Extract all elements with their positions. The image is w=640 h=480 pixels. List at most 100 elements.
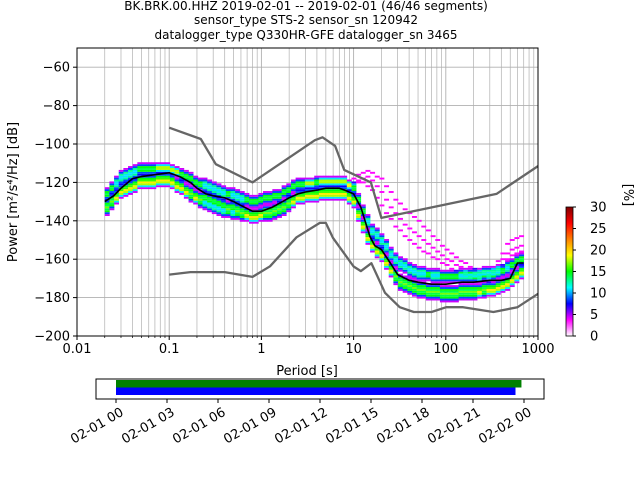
heatmap-cell [263, 194, 268, 197]
heatmap-cell [435, 287, 441, 289]
heatmap-cell [467, 269, 473, 272]
heatmap-cell [155, 183, 161, 186]
heatmap-cell [193, 191, 199, 193]
heatmap-cell [337, 196, 343, 199]
heatmap-cell [411, 269, 417, 272]
heatmap-cell [509, 285, 515, 288]
heatmap-cell [123, 192, 129, 195]
heatmap-cell [439, 254, 445, 257]
heatmap-cell [416, 296, 422, 299]
heatmap-cell [221, 191, 227, 193]
heatmap-cell [118, 181, 124, 184]
heatmap-cell [486, 269, 492, 272]
heatmap-cell [118, 177, 124, 180]
heatmap-cell [151, 185, 157, 188]
heatmap-cell [235, 214, 241, 216]
heatmap-cell [332, 198, 338, 201]
heatmap-cell [416, 219, 422, 222]
heatmap-cell [253, 219, 259, 222]
heatmap-cell [160, 177, 166, 180]
heatmap-cell [514, 254, 520, 257]
heatmap-cell [500, 281, 506, 284]
heatmap-cell [416, 235, 422, 238]
heatmap-cell [495, 292, 501, 295]
heatmap-cell [104, 192, 110, 195]
heatmap-cell [197, 202, 203, 205]
heatmap-cell [411, 242, 417, 245]
heatmap-cell [360, 208, 366, 211]
heatmap-cell [384, 267, 390, 270]
heatmap-cell [137, 168, 143, 170]
heatmap-cell [449, 300, 455, 303]
heatmap-cell [263, 210, 268, 213]
heatmap-cell [202, 181, 208, 184]
heatmap-cell [393, 273, 399, 276]
heatmap-cell [435, 285, 441, 288]
heatmap-cell [258, 196, 264, 199]
heatmap-cell [491, 267, 497, 270]
heatmap-cell [486, 288, 492, 291]
heatmap-cell [104, 204, 110, 207]
heatmap-cell [272, 200, 278, 203]
heatmap-cell [481, 294, 487, 297]
heatmap-cell [267, 217, 273, 220]
heatmap-cell [193, 179, 199, 182]
heatmap-cell [328, 194, 334, 197]
heatmap-cell [216, 212, 222, 215]
heatmap-cell [286, 192, 292, 195]
heatmap-cell [458, 275, 464, 278]
heatmap-cell [290, 189, 296, 192]
heatmap-cell [430, 256, 436, 259]
heatmap-cell [467, 298, 473, 301]
heatmap-cell [197, 196, 203, 199]
heatmap-cell [290, 204, 296, 207]
heatmap-cell [356, 192, 362, 195]
heatmap-cell [183, 187, 189, 190]
heatmap-cell [179, 168, 185, 170]
heatmap-cell [463, 275, 469, 278]
heatmap-cell [225, 210, 231, 213]
heatmap-cell [141, 164, 147, 167]
colorbar-tick-label: 15 [590, 265, 607, 280]
heatmap-cell [155, 168, 161, 170]
heatmap-cell [458, 294, 464, 297]
heatmap-cell [272, 212, 278, 215]
heatmap-cell [281, 192, 287, 195]
heatmap-cell [239, 210, 245, 213]
heatmap-cell [379, 191, 385, 193]
heatmap-cell [346, 181, 352, 184]
heatmap-cell [230, 214, 236, 216]
heatmap-cell [193, 202, 199, 205]
heatmap-cell [137, 183, 143, 186]
heatmap-cell [486, 294, 492, 297]
heatmap-cell [425, 269, 431, 272]
heatmap-cell [328, 192, 334, 195]
heatmap-cell [174, 191, 180, 193]
heatmap-cell [351, 206, 357, 209]
heatmap-cell [230, 206, 236, 209]
heatmap-cell [304, 192, 310, 195]
heatmap-cell [374, 227, 380, 230]
y-tick-label: −100 [34, 138, 70, 153]
heatmap-cell [165, 169, 171, 172]
heatmap-cell [421, 283, 427, 286]
heatmap-cell [207, 187, 213, 190]
heatmap-cell [263, 191, 268, 193]
heatmap-cell [235, 192, 241, 195]
heatmap-cell [235, 189, 241, 192]
heatmap-cell [151, 171, 157, 174]
heatmap-cell [356, 210, 362, 213]
heatmap-cell [365, 214, 371, 216]
heatmap-cell [374, 237, 380, 240]
chart-title-line-2: sensor_type STS-2 sensor_sn 120942 [194, 13, 418, 27]
heatmap-cell [197, 185, 203, 188]
heatmap-cell [295, 194, 301, 197]
heatmap-cell [430, 277, 436, 280]
heatmap-cell [211, 192, 217, 195]
heatmap-cell [514, 273, 520, 276]
heatmap-cell [258, 194, 264, 197]
heatmap-cell [477, 285, 483, 288]
heatmap-cell [416, 287, 422, 289]
heatmap-cell [179, 185, 185, 188]
heatmap-cell [449, 273, 455, 276]
